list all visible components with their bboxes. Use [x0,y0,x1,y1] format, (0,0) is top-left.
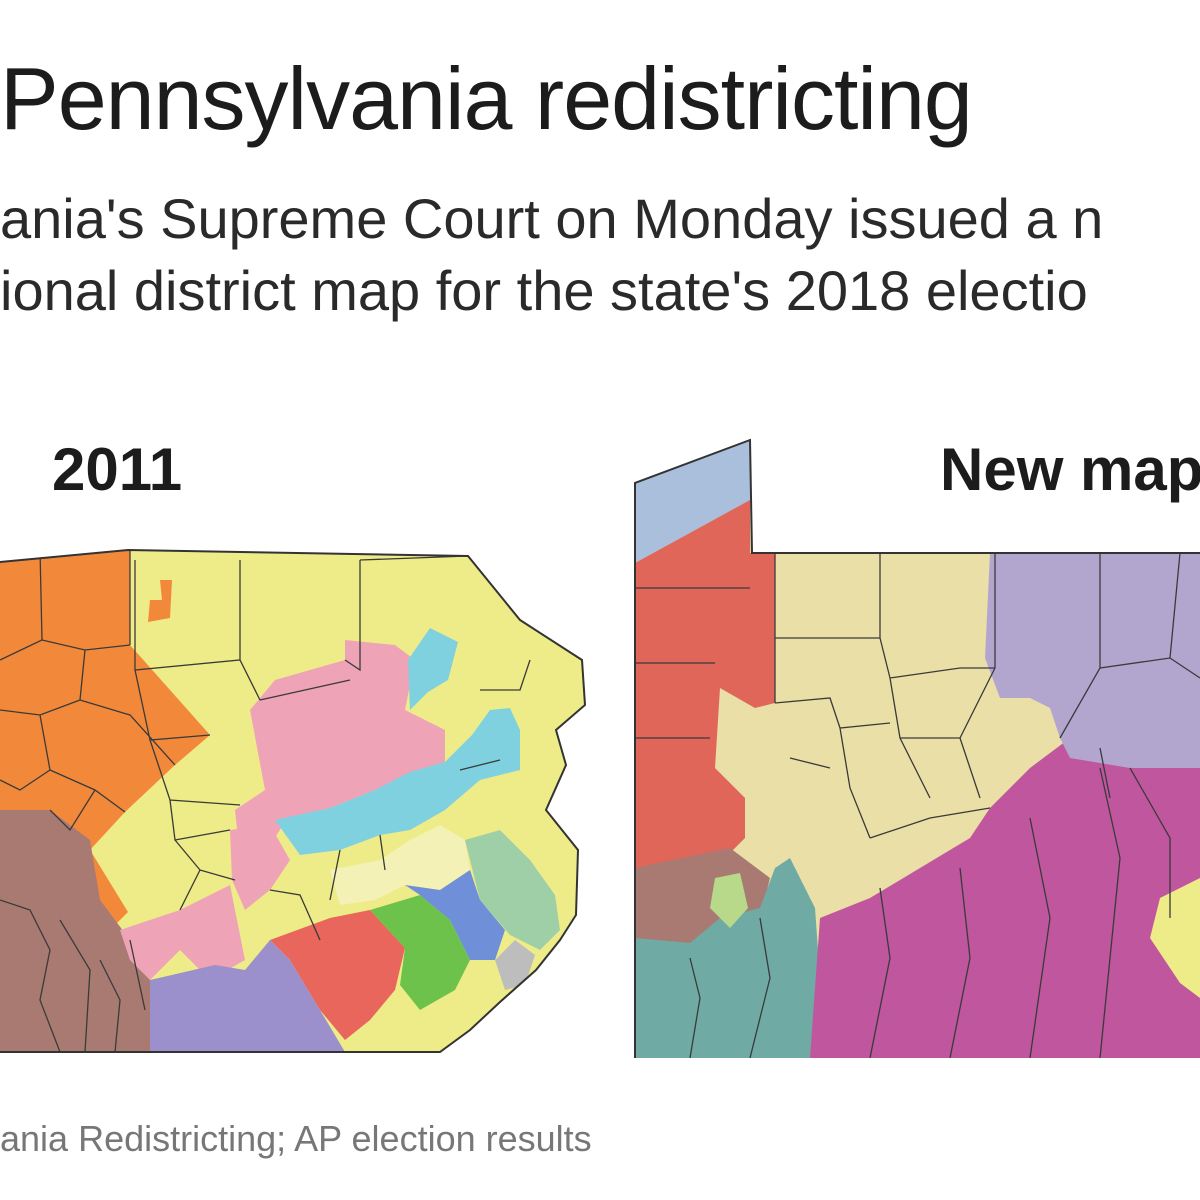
district-orange-notch [148,580,172,622]
district-blue [405,870,505,960]
district-cyan-north [408,628,458,710]
district-sage [465,830,560,950]
district-teal [635,858,820,1058]
subtitle-line-2: ional district map for the state's 2018 … [0,259,1088,322]
district-brown [0,810,170,1052]
map-label-2011: 2011 [52,436,183,503]
map-label-new: New map [940,436,1200,503]
page-title: Pennsylvania redistricting [0,49,973,148]
district-light-blue [635,440,750,563]
district-pink-southwest [120,885,245,980]
district-lime [710,873,748,928]
district-gray [495,940,535,990]
district-yellow-new [1150,878,1200,998]
source-credit: ania Redistricting; AP election results [0,1118,592,1159]
state-outline-new [634,438,1200,1058]
district-pink-south [230,825,290,910]
district-purple [150,940,345,1052]
map-new [634,438,1200,1058]
district-pale-yellow [330,825,470,905]
district-lavender [985,553,1200,768]
district-green [370,895,470,1010]
subtitle-line-1: ania's Supreme Court on Monday issued a … [0,187,1104,250]
map-2011 [0,548,587,1053]
state-outline-2011 [0,548,587,1053]
district-magenta [810,738,1200,1058]
district-red-new [635,500,775,868]
district-cyan [275,708,520,855]
district-red [270,910,405,1040]
